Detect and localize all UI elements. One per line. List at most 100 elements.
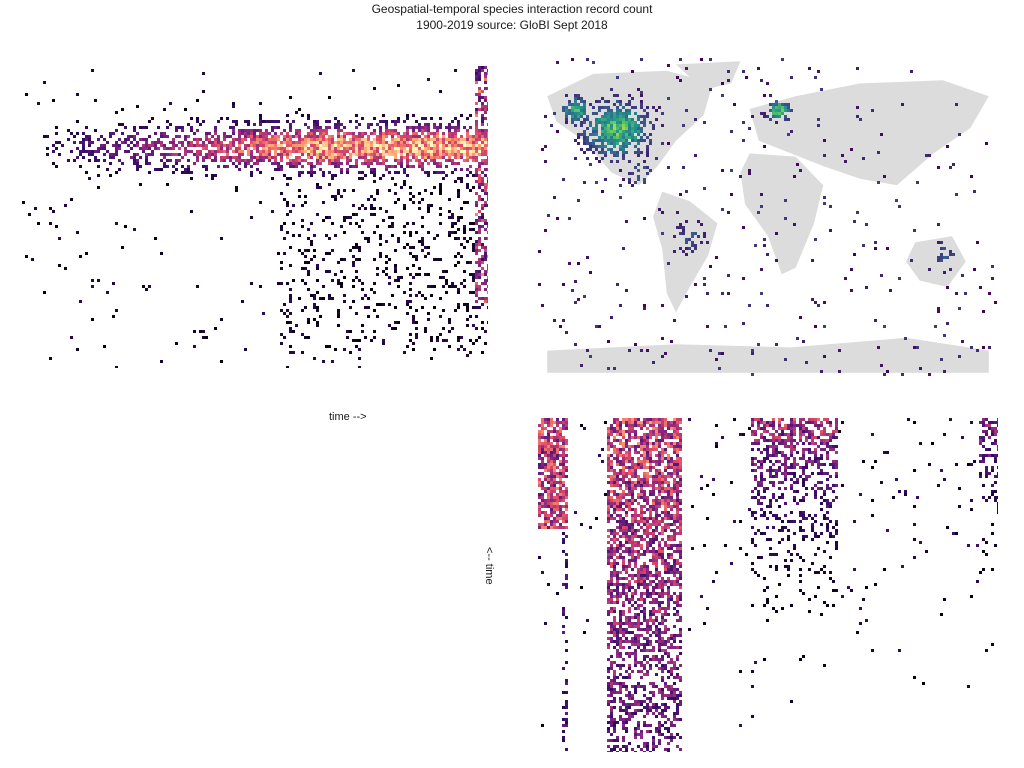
map-cell (550, 124, 553, 127)
lon-time-cell (796, 490, 799, 493)
lon-time-cell (655, 538, 658, 541)
lon-time-cell (652, 529, 655, 532)
map-cell (856, 67, 859, 70)
map-cell (577, 97, 580, 100)
lon-time-cell (637, 571, 640, 574)
lon-time-cell (664, 568, 667, 571)
lat-time-cell (337, 132, 340, 135)
lon-time-cell (646, 589, 649, 592)
lat-time-cell (457, 288, 460, 291)
lat-time-cell (352, 261, 355, 264)
lat-time-cell (88, 177, 91, 180)
lat-time-cell (256, 129, 259, 132)
lat-time-cell (475, 192, 478, 195)
map-cell (610, 88, 613, 91)
map-cell (784, 109, 787, 112)
lat-time-cell (271, 144, 274, 147)
lat-time-cell (454, 144, 457, 147)
lat-time-cell (439, 90, 442, 93)
lat-time-cell (352, 339, 355, 342)
lat-time-cell (343, 132, 346, 135)
lat-time-cell (166, 153, 169, 156)
lat-time-cell (448, 156, 451, 159)
lat-time-cell (406, 135, 409, 138)
lon-time-cell (634, 481, 637, 484)
lon-time-cell (610, 517, 613, 520)
lon-time-cell (679, 523, 682, 526)
map-cell (565, 106, 568, 109)
map-cell (685, 253, 688, 256)
lat-time-cell (445, 147, 448, 150)
lon-time-cell (673, 583, 676, 586)
lon-time-cell (658, 418, 661, 421)
lon-time-cell (625, 583, 628, 586)
lon-time-cell (625, 568, 628, 571)
lat-time-cell (274, 153, 277, 156)
lat-time-cell (139, 165, 142, 168)
lat-time-cell (334, 162, 337, 165)
lat-time-cell (376, 315, 379, 318)
lat-time-cell (478, 225, 481, 228)
lon-time-cell (580, 424, 583, 427)
lat-time-cell (421, 117, 424, 120)
lon-time-cell (625, 529, 628, 532)
lon-time-cell (670, 571, 673, 574)
lat-time-cell (289, 135, 292, 138)
lat-time-cell (322, 201, 325, 204)
lon-time-cell (679, 442, 682, 445)
lat-time-cell (370, 204, 373, 207)
lon-time-cell (559, 460, 562, 463)
lon-time-cell (676, 454, 679, 457)
lon-time-cell (628, 565, 631, 568)
lat-time-cell (439, 153, 442, 156)
lat-time-cell (382, 138, 385, 141)
lon-time-cell (655, 562, 658, 565)
lat-time-cell (481, 267, 484, 270)
lon-time-cell (673, 445, 676, 448)
lat-time-cell (283, 252, 286, 255)
lon-time-cell (556, 451, 559, 454)
lat-time-cell (280, 192, 283, 195)
lat-time-cell (187, 168, 190, 171)
lon-time-cell (601, 448, 604, 451)
lon-time-cell (805, 436, 808, 439)
lat-time-cell (301, 138, 304, 141)
lon-time-cell (646, 586, 649, 589)
lat-time-cell (424, 330, 427, 333)
lat-time-cell (256, 138, 259, 141)
lat-time-cell (364, 156, 367, 159)
lat-time-cell (415, 159, 418, 162)
lat-time-cell (403, 132, 406, 135)
lon-time-cell (700, 475, 703, 478)
lat-time-cell (310, 258, 313, 261)
lat-time-cell (328, 135, 331, 138)
lon-time-cell (640, 535, 643, 538)
lon-time-cell (655, 436, 658, 439)
lon-time-cell (832, 499, 835, 502)
map-cell (613, 139, 616, 142)
lon-time-cell (565, 565, 568, 568)
lat-time-cell (145, 126, 148, 129)
map-cell (628, 121, 631, 124)
lon-time-cell (991, 469, 994, 472)
lat-time-cell (433, 237, 436, 240)
lat-time-cell (190, 144, 193, 147)
lat-time-cell (283, 303, 286, 306)
map-cell (760, 268, 763, 271)
lon-time-cell (655, 439, 658, 442)
lon-time-cell (799, 418, 802, 421)
lat-time-cell (418, 123, 421, 126)
lat-time-cell (82, 147, 85, 150)
lon-time-cell (655, 487, 658, 490)
lat-time-cell (157, 138, 160, 141)
lat-time-cell (445, 150, 448, 153)
lat-time-cell (382, 339, 385, 342)
lat-time-cell (400, 165, 403, 168)
lat-time-cell (343, 300, 346, 303)
lon-time-cell (790, 553, 793, 556)
map-cell (598, 160, 601, 163)
lon-time-cell (616, 457, 619, 460)
lon-time-cell (646, 583, 649, 586)
lon-time-cell (562, 424, 565, 427)
lon-time-cell (640, 505, 643, 508)
